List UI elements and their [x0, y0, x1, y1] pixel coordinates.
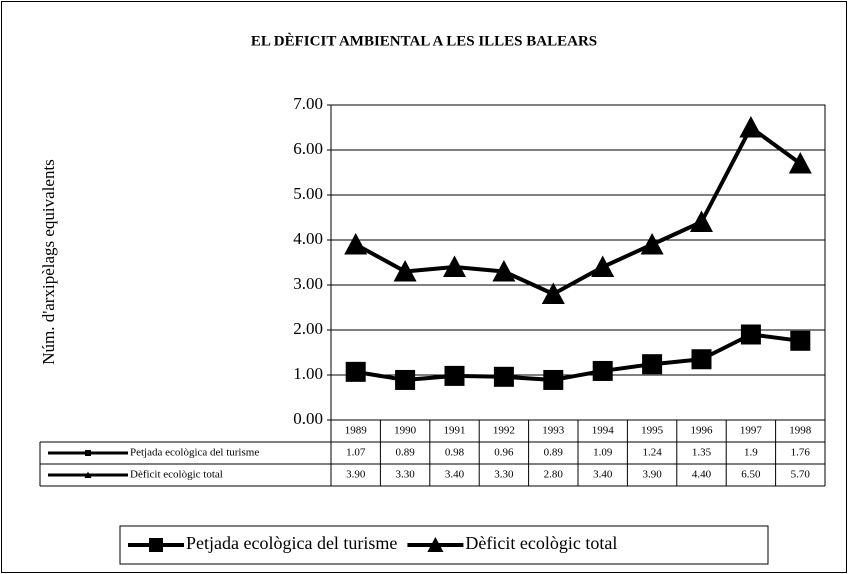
table-value: 0.98: [445, 447, 465, 459]
table-value: 1.09: [593, 447, 613, 459]
y-tick-label: 4.00: [293, 229, 323, 248]
table-value: 1.76: [791, 447, 811, 459]
table-value: 1.35: [692, 447, 712, 459]
marker-square: [149, 538, 163, 552]
x-tick-label: 1994: [592, 425, 615, 437]
table-series-name: Petjada ecològica del turisme: [130, 447, 259, 459]
marker-triangle: [84, 471, 92, 478]
series-line: [355, 332, 801, 382]
table-value: 2.80: [544, 469, 564, 481]
x-tick-label: 1997: [740, 425, 763, 437]
table-value: 3.30: [494, 469, 514, 481]
marker-square: [345, 361, 366, 382]
x-tick-label: 1990: [394, 425, 417, 437]
x-tick-label: 1992: [493, 425, 515, 437]
marker-triangle: [541, 282, 565, 304]
marker-square: [85, 450, 91, 456]
table-value: 4.40: [692, 469, 712, 481]
y-tick-label: 0.00: [293, 409, 323, 428]
y-tick-label: 5.00: [293, 184, 323, 203]
x-tick-label: 1996: [691, 425, 714, 437]
marker-triangle: [344, 233, 368, 255]
y-tick-label: 1.00: [293, 364, 323, 383]
marker-triangle: [739, 116, 763, 138]
marker-triangle: [788, 152, 812, 174]
marker-triangle: [427, 536, 444, 552]
marker-square: [790, 330, 811, 351]
table-series-name: Dèficit ecològic total: [130, 469, 223, 481]
marker-square: [642, 354, 663, 375]
table-value: 0.89: [544, 447, 564, 459]
marker-triangle: [492, 260, 516, 282]
marker-square: [493, 366, 514, 387]
marker-square: [543, 369, 564, 390]
table-value: 6.50: [741, 469, 761, 481]
x-tick-label: 1995: [641, 425, 664, 437]
table-value: 3.30: [395, 469, 415, 481]
y-tick-label: 2.00: [293, 319, 323, 338]
table-value: 0.89: [395, 447, 415, 459]
table-value: 3.40: [445, 469, 465, 481]
series-line: [354, 125, 802, 296]
marker-square: [592, 360, 613, 381]
y-tick-label: 3.00: [293, 274, 323, 293]
table-value: 1.07: [346, 447, 366, 459]
x-tick-label: 1991: [444, 425, 466, 437]
x-tick-label: 1993: [542, 425, 565, 437]
table-value: 1.9: [744, 447, 758, 459]
chart-title: EL DÈFICIT AMBIENTAL A LES ILLES BALEARS: [251, 32, 597, 49]
marker-triangle: [690, 210, 713, 232]
table-value: 3.90: [642, 469, 662, 481]
marker-triangle: [393, 260, 417, 282]
table-value: 0.96: [494, 447, 514, 459]
marker-square: [395, 369, 416, 390]
marker-triangle: [443, 255, 466, 277]
legend-label: Petjada ecològica del turisme: [186, 533, 397, 553]
x-tick-label: 1998: [789, 425, 812, 437]
marker-square: [444, 365, 465, 386]
table-value: 1.24: [642, 447, 662, 459]
marker-square: [740, 324, 761, 345]
y-tick-label: 7.00: [293, 94, 323, 113]
marker-triangle: [640, 233, 664, 255]
y-tick-label: 6.00: [293, 139, 323, 158]
table-value: 3.90: [346, 469, 366, 481]
marker-triangle: [591, 255, 615, 277]
x-tick-label: 1989: [345, 425, 368, 437]
table-value: 5.70: [791, 469, 811, 481]
y-axis-label: Núm. d'arxipèlags equivalents: [39, 159, 58, 365]
marker-square: [691, 349, 712, 370]
table-value: 3.40: [593, 469, 613, 481]
legend-label: Dèficit ecològic total: [465, 533, 617, 553]
